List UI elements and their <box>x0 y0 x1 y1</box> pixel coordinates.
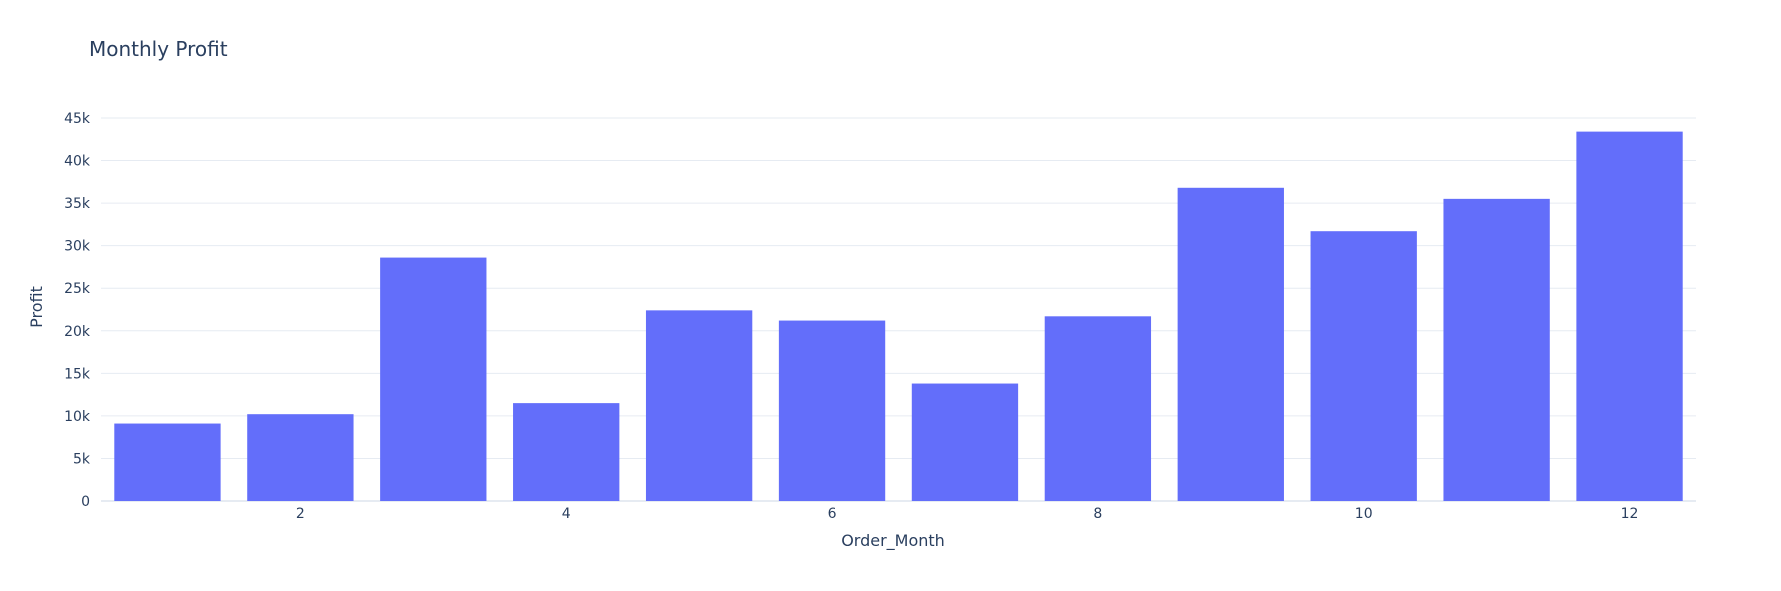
bar[interactable] <box>1443 198 1550 501</box>
y-tick-label: 20k <box>64 324 91 340</box>
bar[interactable] <box>380 257 487 501</box>
bar[interactable] <box>1576 131 1683 501</box>
bar[interactable] <box>513 403 620 501</box>
y-tick-label: 0 <box>81 494 90 510</box>
bar[interactable] <box>1310 231 1417 501</box>
x-tick-label: 10 <box>1355 506 1373 522</box>
bar[interactable] <box>114 423 221 501</box>
bar[interactable] <box>778 320 886 501</box>
y-tick-label: 5k <box>73 451 91 467</box>
y-tick-label: 35k <box>64 196 91 212</box>
bar[interactable] <box>1177 187 1284 501</box>
x-tick-label: 6 <box>828 506 837 522</box>
y-tick-label: 30k <box>64 239 91 255</box>
gridlines <box>101 117 1696 502</box>
y-axis-title: Profit <box>27 286 46 328</box>
bar[interactable] <box>645 310 753 501</box>
x-axis-title: Order_Month <box>841 531 945 551</box>
y-tick-label: 45k <box>64 111 91 127</box>
y-tick-label: 10k <box>64 409 91 425</box>
y-tick-label: 15k <box>64 366 91 382</box>
bar[interactable] <box>911 383 1019 501</box>
x-tick-label: 8 <box>1093 506 1102 522</box>
bar[interactable] <box>247 414 354 501</box>
x-axis-ticks: 2 4 6 8 10 12 <box>296 506 1639 522</box>
bars <box>114 131 1683 501</box>
y-axis-ticks: 0 5k 10k 15k 20k 25k 30k 35k 40k 45k <box>64 111 91 510</box>
x-tick-label: 12 <box>1621 506 1639 522</box>
chart-title: Monthly Profit <box>89 37 228 61</box>
x-tick-label: 2 <box>296 506 305 522</box>
x-tick-label: 4 <box>562 506 571 522</box>
y-tick-label: 25k <box>64 281 91 297</box>
bar[interactable] <box>1044 316 1152 501</box>
y-tick-label: 40k <box>64 154 91 170</box>
